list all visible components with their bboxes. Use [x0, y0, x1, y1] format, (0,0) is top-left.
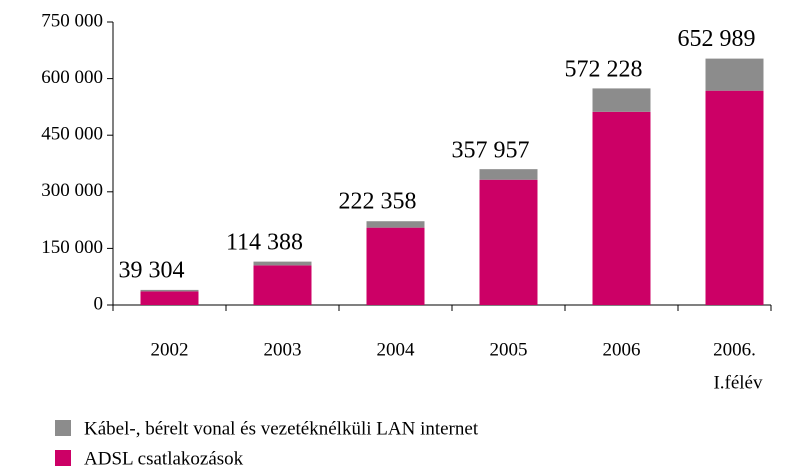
legend-swatch — [55, 450, 71, 466]
legend-label: ADSL csatlakozások — [84, 448, 244, 469]
legend-swatch — [55, 420, 71, 436]
x-tick-label: I.félév — [713, 372, 763, 393]
x-tick-label: 2006. — [713, 339, 756, 360]
y-tick-label: 300 000 — [41, 180, 103, 201]
y-tick-label: 600 000 — [41, 67, 103, 88]
total-label: 114 388 — [226, 229, 303, 255]
x-tick-label: 2003 — [264, 339, 302, 360]
bar-segment — [253, 261, 312, 266]
bar-segment — [140, 289, 199, 292]
x-tick-label: 2006 — [603, 339, 641, 360]
bar-segment — [592, 111, 651, 306]
y-tick-label: 0 — [94, 293, 104, 314]
bar-segment — [592, 88, 651, 112]
bar-segment — [479, 169, 538, 180]
total-label: 222 358 — [339, 189, 417, 215]
total-label: 652 989 — [678, 26, 756, 52]
x-tick-label: 2004 — [377, 339, 416, 360]
y-tick-label: 150 000 — [41, 237, 103, 258]
y-tick-label: 750 000 — [41, 10, 103, 31]
x-tick-label: 2002 — [151, 339, 189, 360]
total-label: 357 957 — [452, 137, 530, 163]
bar-segment — [253, 265, 312, 305]
bar-segment — [140, 291, 199, 305]
bar-segment — [366, 221, 425, 228]
x-tick-label: 2005 — [490, 339, 528, 360]
total-label: 572 228 — [565, 57, 643, 83]
total-label: 39 304 — [119, 258, 185, 284]
legend-label: Kábel-, bérelt vonal és vezetéknélküli L… — [84, 418, 479, 439]
bar-segment — [705, 58, 764, 91]
bar-segment — [705, 90, 764, 305]
bar-segment — [479, 179, 538, 305]
bar-segment — [366, 227, 425, 305]
y-tick-label: 450 000 — [41, 124, 103, 145]
